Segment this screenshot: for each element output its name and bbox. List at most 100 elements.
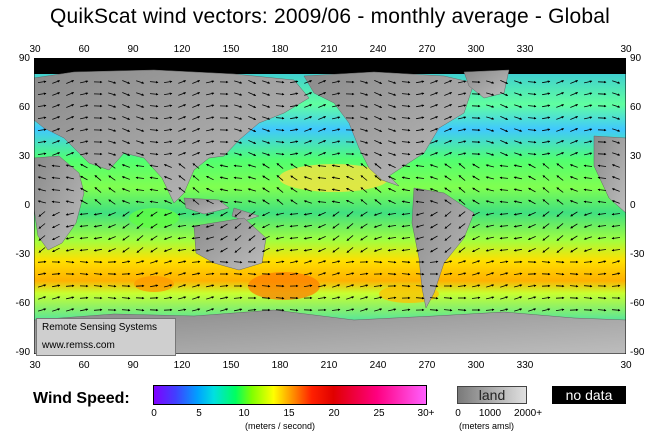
- wind-arrow: [192, 92, 201, 96]
- wind-arrow: [499, 188, 509, 192]
- wind-arrow: [331, 188, 340, 192]
- wind-arrow: [500, 116, 509, 120]
- wind-arrow: [206, 199, 214, 205]
- wind-arrow: [429, 188, 438, 192]
- wind-arrow: [51, 188, 61, 192]
- wind-arrow: [79, 224, 89, 228]
- wind-arrow: [192, 140, 201, 144]
- wind-arrow: [374, 199, 382, 205]
- wind-arrow: [275, 140, 285, 144]
- wind-arrow: [317, 200, 327, 204]
- wind-arrow: [583, 200, 593, 204]
- wind-arrow: [388, 140, 397, 144]
- wind-arrow: [163, 188, 172, 192]
- wind-arrow: [149, 152, 159, 156]
- wind-arrow: [219, 200, 228, 204]
- wind-arrow: [388, 116, 397, 120]
- wind-arrow: [94, 199, 102, 205]
- wind-arrow: [206, 128, 215, 132]
- wind-arrow: [247, 176, 257, 180]
- wind-arrow: [360, 235, 368, 241]
- wind-arrow: [556, 104, 565, 108]
- wind-arrow: [304, 140, 313, 144]
- wind-arrow: [289, 272, 299, 275]
- wind-arrow: [219, 164, 228, 168]
- wind-arrow: [206, 80, 215, 84]
- lon-tick: 150: [222, 44, 240, 55]
- wind-arrow: [570, 235, 578, 241]
- wind-arrow: [570, 80, 579, 84]
- wind-arrow: [444, 199, 452, 205]
- wind-arrow: [486, 152, 495, 156]
- wind-arrow: [556, 235, 564, 241]
- wind-arrow: [387, 225, 397, 228]
- wind-arrow: [472, 235, 480, 241]
- wind-arrow: [192, 163, 200, 169]
- wind-arrow: [570, 104, 579, 108]
- wind-arrow: [290, 104, 299, 108]
- wind-arrow: [458, 260, 467, 264]
- wind-arrow: [178, 163, 186, 169]
- wind-arrow: [332, 152, 341, 156]
- wind-arrow: [233, 260, 243, 264]
- wind-arrow: [108, 175, 116, 181]
- wind-arrow: [107, 284, 117, 288]
- wind-arrow: [234, 152, 243, 156]
- wind-arrow: [163, 176, 172, 180]
- wind-arrow: [583, 236, 592, 240]
- wind-arrow: [332, 128, 341, 132]
- wind-arrow: [262, 104, 271, 108]
- wind-arrow: [65, 284, 75, 288]
- wind-arrow: [318, 152, 327, 156]
- lon-tick: 60: [78, 44, 90, 55]
- wind-arrow: [430, 116, 439, 120]
- wind-arrow: [178, 140, 187, 144]
- wind-arrow: [107, 236, 116, 240]
- wind-arrow: [332, 80, 341, 84]
- wind-arrow: [388, 80, 397, 84]
- wind-arrow: [527, 284, 537, 287]
- wind-arrow: [234, 235, 242, 241]
- wind-arrow: [289, 236, 299, 240]
- lon-tick: 330: [516, 44, 534, 55]
- lon-tick: 180: [271, 44, 289, 55]
- wind-arrow: [135, 176, 145, 180]
- wind-arrow: [569, 272, 579, 276]
- lon-tick: 300: [467, 360, 485, 371]
- wind-arrow: [261, 296, 271, 300]
- wind-arrow: [359, 272, 369, 276]
- wind-arrow: [458, 104, 467, 108]
- wind-arrow: [262, 199, 270, 205]
- wind-arrow: [360, 284, 369, 288]
- wind-arrow: [262, 247, 270, 253]
- wind-arrow: [373, 236, 382, 240]
- land-tick: 0: [455, 408, 461, 419]
- wind-arrow: [150, 223, 158, 229]
- wind-arrow: [542, 235, 550, 241]
- wind-arrow: [360, 187, 368, 193]
- lat-tick: 90: [18, 53, 30, 64]
- wind-arrow: [611, 308, 621, 312]
- wind-arrow: [289, 212, 299, 216]
- wind-arrow: [38, 223, 46, 229]
- wind-arrow: [149, 92, 159, 96]
- wind-arrow: [429, 200, 438, 204]
- wind-arrow: [584, 128, 593, 132]
- wind-arrow: [528, 296, 537, 300]
- wind-arrow: [136, 92, 145, 96]
- wind-arrow: [416, 104, 425, 108]
- wind-arrow: [163, 212, 172, 216]
- wind-arrow: [304, 116, 313, 120]
- wind-arrow: [527, 236, 536, 240]
- wind-arrow: [66, 128, 75, 132]
- wind-arrow: [163, 224, 172, 228]
- wind-arrow: [485, 212, 494, 216]
- wind-arrow: [121, 188, 130, 192]
- wind-arrow: [93, 248, 102, 252]
- wind-arrow: [149, 200, 159, 203]
- wind-arrow: [429, 308, 439, 312]
- wind-arrow: [262, 187, 270, 193]
- wind-arrow: [346, 223, 354, 229]
- wind-arrow: [65, 188, 74, 192]
- wind-arrow: [52, 223, 60, 229]
